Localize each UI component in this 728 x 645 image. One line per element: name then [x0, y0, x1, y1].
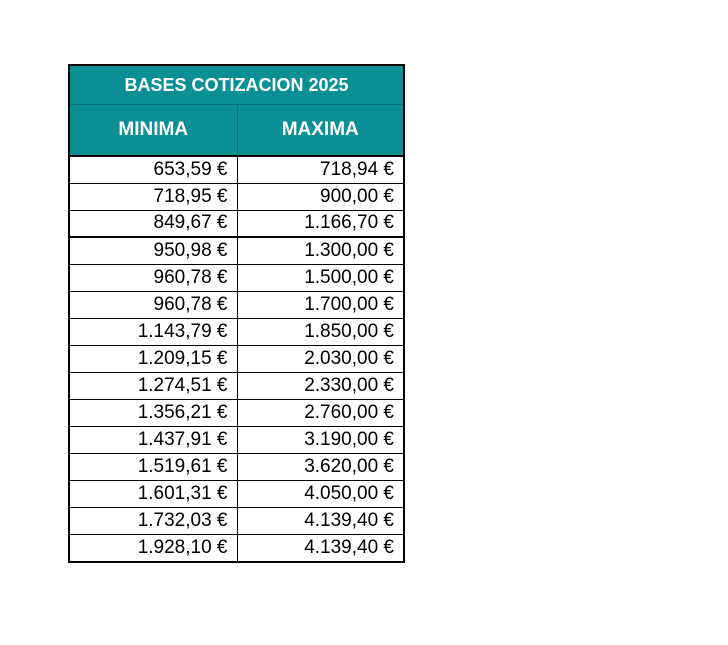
table-row: 1.274,51 €2.330,00 €	[70, 372, 403, 400]
table-row: 1.143,79 €1.850,00 €	[70, 318, 403, 346]
cell-minima: 1.143,79 €	[70, 318, 238, 346]
table-row: 950,98 €1.300,00 €	[70, 237, 403, 265]
table-row: 1.209,15 €2.030,00 €	[70, 345, 403, 373]
data-table: BASES COTIZACION 2025 MINIMA MAXIMA 653,…	[70, 66, 403, 561]
table-row: 718,95 €900,00 €	[70, 183, 403, 211]
cell-maxima: 1.300,00 €	[237, 237, 403, 265]
column-header-minima: MINIMA	[70, 104, 238, 157]
cell-maxima: 900,00 €	[237, 183, 403, 211]
cell-minima: 1.601,31 €	[70, 480, 238, 508]
cell-maxima: 4.139,40 €	[304, 536, 394, 558]
table-row: 1.356,21 €2.760,00 €	[70, 399, 403, 427]
cell-maxima: 1.850,00 €	[237, 318, 403, 346]
cell-maxima: 4.139,40 €	[237, 507, 403, 535]
table-body: 653,59 €718,94 €718,95 €900,00 €849,67 €…	[70, 156, 403, 561]
table-row: 960,78 €1.700,00 €	[70, 291, 403, 319]
cell-maxima: 1.166,70 €	[237, 210, 403, 238]
cell-minima: 960,78 €	[70, 291, 238, 319]
table-row: 1.732,03 €4.139,40 €	[70, 507, 403, 535]
cell-minima: 1.209,15 €	[70, 345, 238, 373]
cell-maxima: 1.700,00 €	[237, 291, 403, 319]
table-row: 960,78 €1.500,00 €	[70, 264, 403, 292]
cell-minima: 849,67 €	[70, 210, 238, 238]
table-row: 653,59 €718,94 €	[70, 156, 403, 184]
cell-minima: 950,98 €	[70, 237, 238, 265]
table-row: 1.437,91 €3.190,00 €	[70, 426, 403, 454]
cell-minima: 718,95 €	[70, 183, 238, 211]
table-row: 849,67 €1.166,70 €	[70, 210, 403, 238]
cell-minima: 1.437,91 €	[70, 426, 238, 454]
cell-minima: 1.274,51 €	[70, 372, 238, 400]
cell-maxima: 4.050,00 €	[237, 480, 403, 508]
table-title: BASES COTIZACION 2025	[70, 66, 403, 105]
cell-minima: 653,59 €	[70, 156, 238, 184]
table-row: 1.519,61 €3.620,00 €	[70, 453, 403, 481]
cell-maxima: 718,94 €	[237, 156, 403, 184]
cell-maxima: 1.500,00 €	[237, 264, 403, 292]
cell-maxima: 3.620,00 €	[237, 453, 403, 481]
cell-minima: 1.928,10 €	[70, 534, 238, 561]
table-row: 1.928,10 € 4.139,40 €	[70, 534, 403, 561]
cell-maxima: 2.760,00 €	[237, 399, 403, 427]
cell-maxima: 3.190,00 €	[237, 426, 403, 454]
cell-minima: 1.356,21 €	[70, 399, 238, 427]
bases-cotizacion-table: BASES COTIZACION 2025 MINIMA MAXIMA 653,…	[68, 64, 405, 563]
cell-maxima: 2.330,00 €	[237, 372, 403, 400]
cell-maxima: 2.030,00 €	[237, 345, 403, 373]
table-row: 1.601,31 €4.050,00 €	[70, 480, 403, 508]
column-header-maxima: MAXIMA	[237, 104, 403, 157]
cell-minima: 960,78 €	[70, 264, 238, 292]
cell-minima: 1.732,03 €	[70, 507, 238, 535]
cell-minima: 1.519,61 €	[70, 453, 238, 481]
